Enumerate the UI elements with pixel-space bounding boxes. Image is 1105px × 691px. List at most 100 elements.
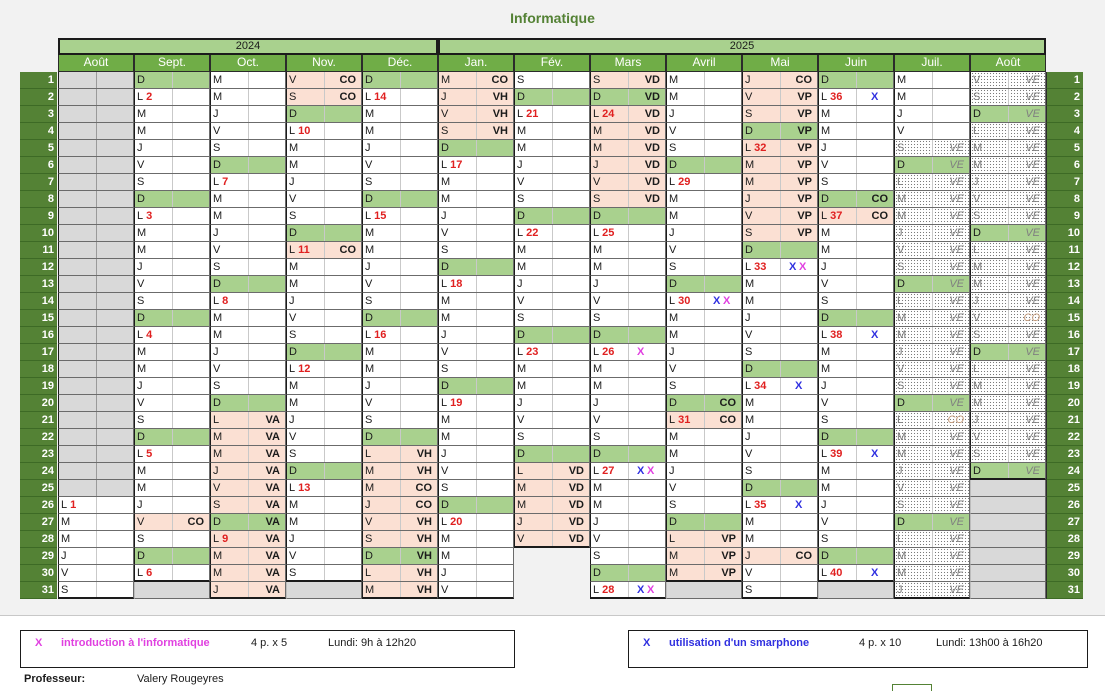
day-cell[interactable]: M: [438, 191, 514, 208]
day-cell[interactable]: [58, 259, 134, 276]
day-cell[interactable]: D: [666, 514, 742, 531]
day-cell[interactable]: S: [134, 412, 210, 429]
day-cell[interactable]: D VP: [742, 123, 818, 140]
day-cell[interactable]: S CO: [286, 89, 362, 106]
day-cell[interactable]: M: [134, 480, 210, 497]
day-cell[interactable]: D: [362, 191, 438, 208]
day-cell[interactable]: V: [514, 412, 590, 429]
day-cell[interactable]: J: [438, 208, 514, 225]
day-cell[interactable]: D: [742, 242, 818, 259]
day-cell[interactable]: [58, 191, 134, 208]
day-cell[interactable]: D: [438, 497, 514, 514]
day-cell[interactable]: M VE: [970, 157, 1046, 174]
day-cell[interactable]: M: [210, 327, 286, 344]
day-cell[interactable]: J: [134, 259, 210, 276]
day-cell[interactable]: J: [590, 395, 666, 412]
day-cell[interactable]: M VE: [894, 208, 970, 225]
day-cell[interactable]: V: [818, 514, 894, 531]
day-cell[interactable]: D: [514, 208, 590, 225]
day-cell[interactable]: V: [134, 276, 210, 293]
day-cell[interactable]: [970, 480, 1046, 497]
day-cell[interactable]: S VA: [210, 497, 286, 514]
day-cell[interactable]: S: [590, 548, 666, 565]
day-cell[interactable]: J VE: [894, 344, 970, 361]
day-cell[interactable]: V VE: [894, 480, 970, 497]
day-cell[interactable]: M: [590, 361, 666, 378]
day-cell[interactable]: M: [134, 361, 210, 378]
day-cell[interactable]: J: [818, 378, 894, 395]
day-cell[interactable]: D: [438, 259, 514, 276]
day-cell[interactable]: L 16: [362, 327, 438, 344]
day-cell[interactable]: M: [210, 191, 286, 208]
day-cell[interactable]: J: [590, 514, 666, 531]
day-cell[interactable]: J VE: [970, 412, 1046, 429]
day-cell[interactable]: S: [286, 327, 362, 344]
day-cell[interactable]: L 38 X: [818, 327, 894, 344]
day-cell[interactable]: L VE: [894, 531, 970, 548]
day-cell[interactable]: M: [666, 310, 742, 327]
day-cell[interactable]: M: [818, 225, 894, 242]
day-cell[interactable]: D: [438, 378, 514, 395]
day-cell[interactable]: D CO: [666, 395, 742, 412]
day-cell[interactable]: M: [286, 276, 362, 293]
day-cell[interactable]: S: [210, 378, 286, 395]
day-cell[interactable]: J VH: [438, 89, 514, 106]
day-cell[interactable]: M: [210, 208, 286, 225]
day-cell[interactable]: M: [818, 106, 894, 123]
day-cell[interactable]: L 28 X X: [590, 582, 666, 599]
day-cell[interactable]: D VD: [590, 89, 666, 106]
day-cell[interactable]: M: [210, 72, 286, 89]
day-cell[interactable]: J: [286, 531, 362, 548]
day-cell[interactable]: M: [134, 242, 210, 259]
day-cell[interactable]: [58, 480, 134, 497]
day-cell[interactable]: S: [210, 259, 286, 276]
day-cell[interactable]: D VE: [894, 395, 970, 412]
day-cell[interactable]: D: [818, 72, 894, 89]
day-cell[interactable]: M: [894, 89, 970, 106]
day-cell[interactable]: V: [286, 191, 362, 208]
day-cell[interactable]: [58, 395, 134, 412]
day-cell[interactable]: J: [666, 463, 742, 480]
day-cell[interactable]: V: [58, 565, 134, 582]
day-cell[interactable]: M: [514, 378, 590, 395]
day-cell[interactable]: V: [362, 395, 438, 412]
day-cell[interactable]: D: [818, 429, 894, 446]
day-cell[interactable]: V: [666, 361, 742, 378]
day-cell[interactable]: M VA: [210, 548, 286, 565]
day-cell[interactable]: D VE: [894, 157, 970, 174]
day-cell[interactable]: D CO: [818, 191, 894, 208]
day-cell[interactable]: J: [210, 106, 286, 123]
day-cell[interactable]: S: [514, 429, 590, 446]
day-cell[interactable]: M: [286, 378, 362, 395]
day-cell[interactable]: S: [590, 310, 666, 327]
day-cell[interactable]: L 30 X X: [666, 293, 742, 310]
day-cell[interactable]: [58, 412, 134, 429]
day-cell[interactable]: M: [666, 446, 742, 463]
day-cell[interactable]: V: [362, 276, 438, 293]
day-cell[interactable]: M: [286, 395, 362, 412]
day-cell[interactable]: J: [514, 276, 590, 293]
day-cell[interactable]: L 12: [286, 361, 362, 378]
day-cell[interactable]: S: [514, 72, 590, 89]
day-cell[interactable]: S: [590, 429, 666, 446]
day-cell[interactable]: [58, 242, 134, 259]
day-cell[interactable]: M: [818, 242, 894, 259]
day-cell[interactable]: L 10: [286, 123, 362, 140]
day-cell[interactable]: M: [438, 548, 514, 565]
day-cell[interactable]: [58, 89, 134, 106]
day-cell[interactable]: J VA: [210, 463, 286, 480]
day-cell[interactable]: M VE: [970, 276, 1046, 293]
day-cell[interactable]: M: [514, 361, 590, 378]
day-cell[interactable]: M: [286, 157, 362, 174]
day-cell[interactable]: M: [438, 310, 514, 327]
day-cell[interactable]: D VE: [970, 106, 1046, 123]
day-cell[interactable]: S: [438, 242, 514, 259]
day-cell[interactable]: J: [818, 140, 894, 157]
day-cell[interactable]: J: [666, 106, 742, 123]
day-cell[interactable]: V VP: [742, 208, 818, 225]
day-cell[interactable]: M: [438, 429, 514, 446]
day-cell[interactable]: L 23: [514, 344, 590, 361]
day-cell[interactable]: L VA: [210, 412, 286, 429]
